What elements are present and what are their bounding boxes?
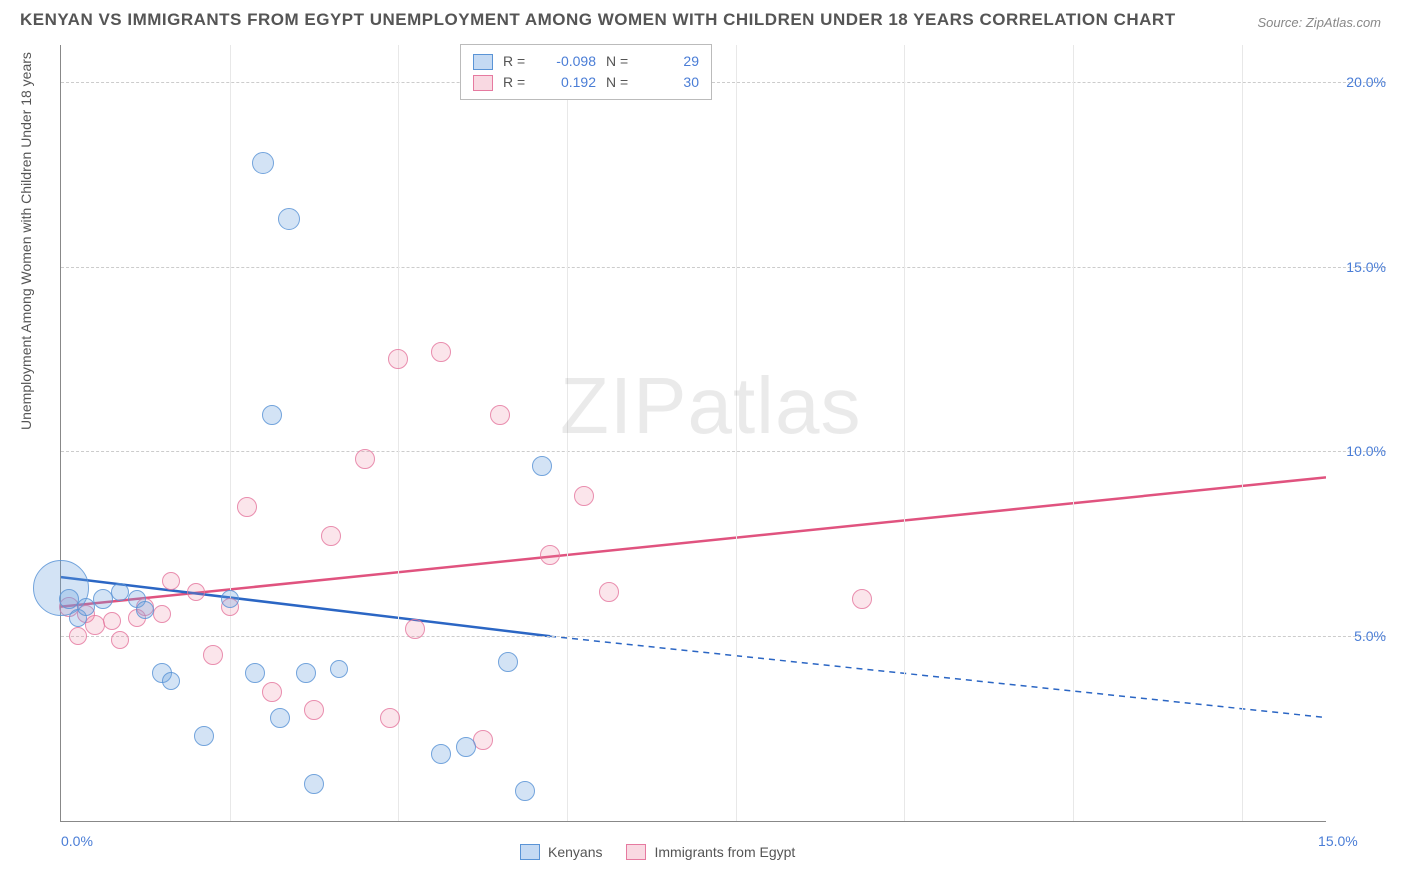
data-point-egypt — [321, 526, 341, 546]
swatch-pink-icon — [626, 844, 646, 860]
x-tick-label: 0.0% — [61, 833, 93, 849]
grid-line-v — [567, 45, 568, 821]
stats-row-kenyans: R = -0.098 N = 29 — [473, 51, 699, 72]
y-tick-label: 15.0% — [1336, 259, 1386, 275]
data-point-kenyan — [111, 583, 129, 601]
data-point-egypt — [203, 645, 223, 665]
y-tick-label: 10.0% — [1336, 443, 1386, 459]
grid-line-h — [61, 451, 1386, 452]
data-point-egypt — [69, 627, 87, 645]
data-point-egypt — [431, 342, 451, 362]
y-axis-label: Unemployment Among Women with Children U… — [18, 52, 34, 430]
grid-line-h — [61, 267, 1386, 268]
data-point-kenyan — [270, 708, 290, 728]
data-point-egypt — [237, 497, 257, 517]
data-point-egypt — [599, 582, 619, 602]
grid-line-h — [61, 82, 1386, 83]
legend-item-egypt: Immigrants from Egypt — [626, 844, 795, 860]
data-point-egypt — [405, 619, 425, 639]
y-tick-label: 20.0% — [1336, 74, 1386, 90]
data-point-kenyan — [194, 726, 214, 746]
grid-line-v — [230, 45, 231, 821]
data-point-egypt — [852, 589, 872, 609]
grid-line-h — [61, 636, 1386, 637]
data-point-egypt — [304, 700, 324, 720]
data-point-kenyan — [245, 663, 265, 683]
grid-line-v — [1073, 45, 1074, 821]
grid-line-v — [904, 45, 905, 821]
data-point-egypt — [103, 612, 121, 630]
data-point-kenyan — [498, 652, 518, 672]
data-point-egypt — [540, 545, 560, 565]
data-point-kenyan — [296, 663, 316, 683]
trend-line-egypt — [61, 477, 1326, 606]
data-point-egypt — [162, 572, 180, 590]
data-point-egypt — [490, 405, 510, 425]
data-point-egypt — [380, 708, 400, 728]
data-point-kenyan — [278, 208, 300, 230]
chart-title: KENYAN VS IMMIGRANTS FROM EGYPT UNEMPLOY… — [20, 10, 1176, 30]
data-point-egypt — [153, 605, 171, 623]
trend-lines — [61, 45, 1326, 821]
data-point-egypt — [85, 615, 105, 635]
source-label: Source: ZipAtlas.com — [1257, 15, 1381, 30]
legend-item-kenyans: Kenyans — [520, 844, 602, 860]
x-tick-label: 15.0% — [1318, 833, 1358, 849]
grid-line-v — [736, 45, 737, 821]
data-point-kenyan — [304, 774, 324, 794]
scatter-chart: 5.0%10.0%15.0%20.0%0.0%15.0% — [60, 45, 1326, 822]
swatch-blue — [473, 54, 493, 70]
series-legend: Kenyans Immigrants from Egypt — [520, 844, 795, 860]
swatch-blue-icon — [520, 844, 540, 860]
data-point-egypt — [574, 486, 594, 506]
data-point-kenyan — [136, 601, 154, 619]
grid-line-v — [1242, 45, 1243, 821]
data-point-kenyan — [262, 405, 282, 425]
data-point-kenyan — [162, 672, 180, 690]
data-point-kenyan — [252, 152, 274, 174]
swatch-pink — [473, 75, 493, 91]
data-point-kenyan — [431, 744, 451, 764]
grid-line-v — [398, 45, 399, 821]
trend-line-kenyan-dashed — [550, 636, 1326, 717]
data-point-egypt — [388, 349, 408, 369]
data-point-egypt — [355, 449, 375, 469]
data-point-egypt — [187, 583, 205, 601]
data-point-egypt — [262, 682, 282, 702]
stats-legend: R = -0.098 N = 29 R = 0.192 N = 30 — [460, 44, 712, 100]
stats-row-egypt: R = 0.192 N = 30 — [473, 72, 699, 93]
data-point-kenyan — [532, 456, 552, 476]
data-point-kenyan — [221, 590, 239, 608]
y-tick-label: 5.0% — [1336, 628, 1386, 644]
data-point-kenyan — [330, 660, 348, 678]
data-point-kenyan — [515, 781, 535, 801]
data-point-egypt — [111, 631, 129, 649]
data-point-kenyan — [456, 737, 476, 757]
